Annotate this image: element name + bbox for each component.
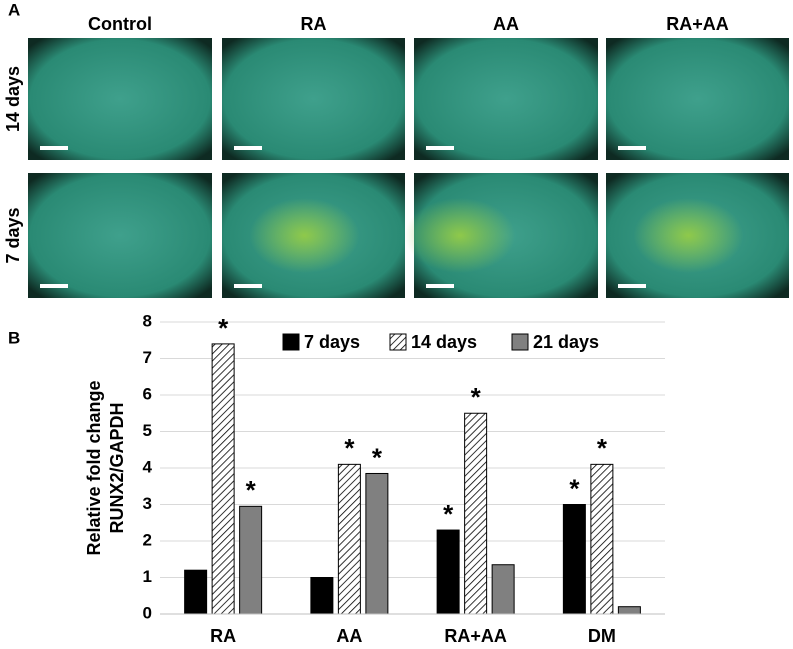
legend-label: 7 days <box>304 332 360 352</box>
y-tick-label: 7 <box>143 348 152 367</box>
cell-cluster <box>404 198 516 273</box>
significance-mark: * <box>372 442 383 472</box>
significance-mark: * <box>471 382 482 412</box>
bar <box>239 505 263 615</box>
y-axis-label: Relative fold change <box>84 380 104 555</box>
significance-mark: * <box>569 473 580 503</box>
y-tick-label: 6 <box>143 384 152 403</box>
bar <box>464 412 488 615</box>
bar <box>590 463 614 615</box>
y-axis-label: RUNX2/GAPDH <box>107 402 127 533</box>
y-tick-label: 2 <box>143 530 152 549</box>
bar <box>436 529 460 615</box>
bar <box>184 569 208 615</box>
bar <box>617 606 641 615</box>
significance-mark: * <box>344 433 355 463</box>
bar <box>337 463 361 615</box>
panel-label: B <box>8 328 20 347</box>
y-tick-label: 8 <box>143 311 152 330</box>
bar <box>365 472 389 615</box>
y-tick-label: 5 <box>143 421 152 440</box>
y-tick-label: 1 <box>143 567 152 586</box>
cell-cluster <box>633 198 744 273</box>
x-tick-label: RA+AA <box>444 626 507 646</box>
significance-mark: * <box>443 499 454 529</box>
row-header: 7 days <box>3 207 23 263</box>
x-tick-label: DM <box>588 626 616 646</box>
micrograph <box>606 38 789 160</box>
legend-label: 14 days <box>411 332 477 352</box>
legend-swatch <box>389 333 407 351</box>
y-tick-label: 4 <box>143 457 153 476</box>
column-header: RA+AA <box>666 14 729 34</box>
column-header: Control <box>88 14 152 34</box>
cell-cluster <box>249 198 360 273</box>
panel-label: A <box>8 0 20 19</box>
significance-mark: * <box>246 475 257 505</box>
column-header: AA <box>493 14 519 34</box>
legend-swatch <box>282 333 300 351</box>
legend-label: 21 days <box>533 332 599 352</box>
micrograph <box>28 38 212 160</box>
micrograph <box>414 38 598 160</box>
column-header: RA <box>301 14 327 34</box>
significance-mark: * <box>218 313 229 343</box>
micrograph <box>28 173 212 298</box>
significance-mark: * <box>597 433 608 463</box>
row-header: 14 days <box>3 66 23 132</box>
x-tick-label: RA <box>210 626 236 646</box>
y-tick-label: 0 <box>143 603 152 622</box>
legend-swatch <box>511 333 529 351</box>
bar <box>491 564 515 615</box>
bar <box>562 504 586 615</box>
y-tick-label: 3 <box>143 494 152 513</box>
bar <box>211 343 235 615</box>
x-tick-label: AA <box>336 626 362 646</box>
bar <box>310 577 334 615</box>
micrograph <box>222 38 405 160</box>
